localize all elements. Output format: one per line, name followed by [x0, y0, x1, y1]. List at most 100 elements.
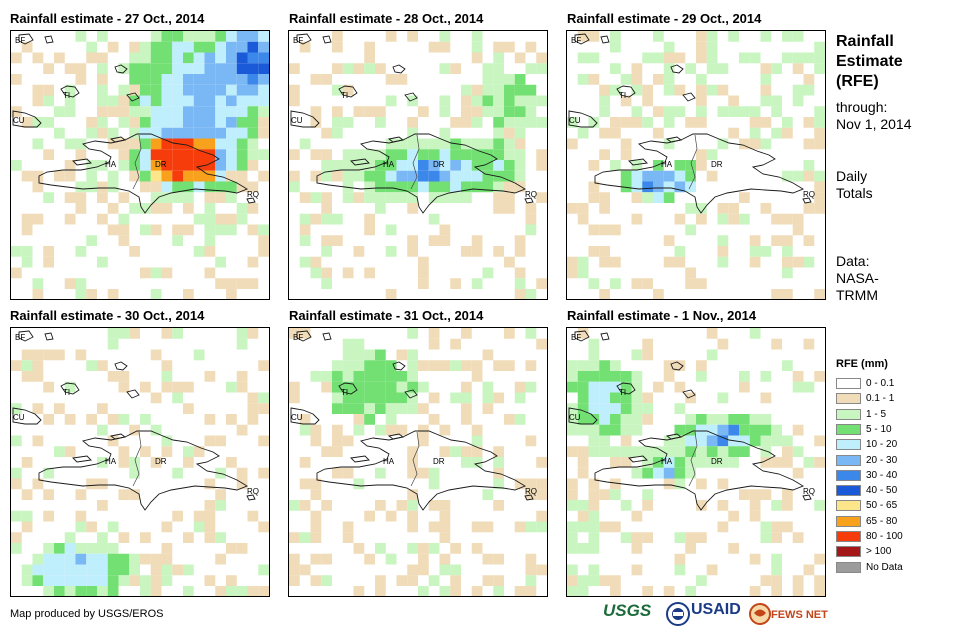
label-bf: BF — [571, 333, 581, 342]
rainfall-cell — [258, 392, 269, 404]
rainfall-cell — [663, 371, 675, 382]
rainfall-cell — [342, 338, 354, 350]
rainfall-cell — [258, 117, 269, 128]
rainfall-cell — [75, 138, 87, 150]
legend-swatch — [836, 378, 861, 389]
label-cu: CU — [291, 413, 303, 422]
rainfall-cell — [599, 84, 610, 96]
coastline-outline — [44, 332, 54, 341]
rainfall-cell — [706, 424, 718, 436]
rainfall-cell — [129, 489, 140, 500]
rainfall-cell — [183, 63, 194, 74]
rainfall-cell — [461, 84, 472, 96]
legend-label: 0 - 0.1 — [866, 378, 895, 389]
rainfall-cell — [760, 138, 772, 150]
rainfall-cell — [696, 117, 707, 128]
rainfall-cell — [32, 278, 44, 289]
rainfall-cell — [461, 181, 472, 193]
rainfall-cell — [215, 31, 226, 42]
rainfall-cell — [107, 543, 119, 554]
rainfall-cell — [161, 543, 173, 554]
usgs-logo-text: USGS — [603, 601, 652, 620]
hispaniola-outline — [594, 430, 805, 511]
rainfall-cell — [161, 203, 173, 214]
rainfall-cell — [536, 478, 547, 490]
rainfall-cell — [375, 403, 386, 414]
rainfall-cell — [814, 500, 825, 511]
rainfall-cell — [353, 192, 365, 203]
coastline-outline — [72, 158, 92, 166]
rainfall-cell — [471, 360, 483, 371]
rainfall-cell — [407, 403, 418, 414]
rainfall-cell — [226, 117, 237, 128]
coastline-outline — [568, 110, 598, 128]
rainfall-cell — [471, 84, 483, 96]
rainfall-cell — [439, 446, 451, 457]
rainfall-cell — [653, 192, 664, 203]
rainfall-cell — [706, 328, 718, 339]
rainfall-cell — [332, 63, 343, 74]
rainfall-cell — [193, 446, 205, 457]
coastline-outline — [114, 64, 128, 74]
rainfall-cell — [150, 457, 162, 468]
rainfall-cell — [461, 95, 472, 107]
rainfall-cell — [428, 338, 440, 350]
rainfall-cell — [118, 192, 130, 203]
rainfall-cell — [577, 213, 589, 225]
rainfall-cell — [129, 106, 140, 117]
rainfall-cell — [332, 84, 343, 96]
rainfall-cell — [161, 360, 173, 371]
rainfall-cell — [129, 328, 140, 339]
legend-label: 0.1 - 1 — [866, 393, 895, 405]
rainfall-cell — [504, 117, 515, 128]
label-bf: BF — [293, 36, 303, 45]
rainfall-cell — [471, 457, 483, 468]
rainfall-cell — [32, 435, 44, 447]
rainfall-cell — [299, 224, 311, 236]
rainfall-cell — [514, 235, 526, 246]
rainfall-cell — [620, 170, 632, 182]
rainfall-cell — [525, 106, 537, 117]
rainfall-cell — [610, 478, 621, 490]
rainfall-cell — [471, 235, 483, 246]
rainfall-cell — [258, 467, 269, 479]
rainfall-cell — [599, 446, 610, 457]
legend-swatch — [836, 546, 861, 558]
map-panel-2: BF TI CU HA DR RQ — [288, 30, 548, 300]
rainfall-cell — [663, 235, 675, 246]
rainfall-cell — [364, 181, 375, 193]
label-cu: CU — [291, 116, 303, 125]
rainfall-cell — [172, 510, 183, 522]
rainfall-cell — [97, 95, 108, 107]
rainfall-cell — [172, 192, 183, 203]
rainfall-cell — [771, 338, 782, 350]
rainfall-cell — [525, 41, 537, 53]
rainfall-cell — [247, 95, 259, 107]
rainfall-cell — [161, 95, 173, 107]
rainfall-cell — [792, 224, 804, 236]
rainfall-cell — [620, 424, 632, 436]
rainfall-cell — [247, 278, 259, 289]
rainfall-cell — [577, 371, 589, 382]
legend-swatch — [836, 500, 861, 512]
rainfall-cell — [236, 74, 248, 85]
rainfall-cell — [11, 160, 22, 171]
rainfall-cell — [610, 63, 621, 74]
rainfall-cell — [728, 543, 739, 554]
coastline-outline — [392, 64, 406, 74]
rainfall-cell — [717, 338, 729, 350]
rainfall-cell — [375, 349, 386, 361]
sidebar-title-line2: Estimate — [836, 53, 903, 70]
rainfall-cell — [43, 246, 54, 257]
rainfall-cell — [21, 246, 33, 257]
rainfall-cell — [514, 246, 526, 257]
rainfall-cell — [107, 435, 119, 447]
rainfall-cell — [599, 149, 610, 160]
rainfall-cell — [450, 392, 461, 404]
rainfall-cell — [407, 467, 418, 479]
rainfall-cell — [204, 510, 216, 522]
legend-swatch — [836, 393, 861, 405]
rainfall-cell — [86, 117, 97, 128]
rainfall-cell — [493, 446, 504, 457]
rainfall-cell — [310, 435, 322, 447]
